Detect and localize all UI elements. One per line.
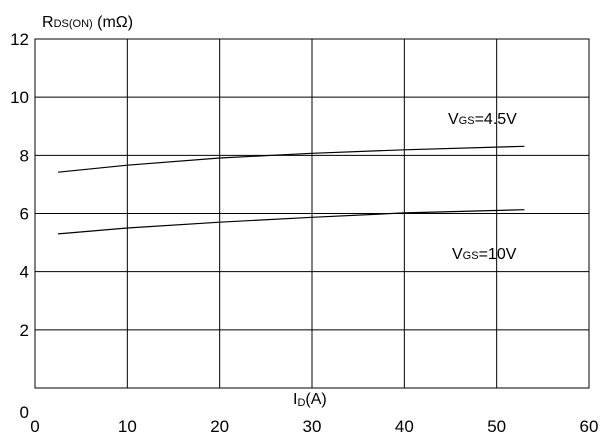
x-tick-label: 60: [580, 417, 599, 436]
series-line-1: [58, 209, 525, 235]
x-tick-label: 40: [395, 417, 414, 436]
series-label-vgs-10v: VGS=10V: [452, 246, 517, 263]
y-axis-label: RDS(ON) (mΩ): [42, 14, 133, 31]
x-tick-label: 0: [30, 417, 39, 436]
series-line-0: [58, 145, 525, 173]
series-label-vgs-4-5v: VGS=4.5V: [448, 111, 517, 128]
y-tick-label: 0: [20, 403, 29, 422]
plot-frame: [34, 38, 590, 389]
x-tick-label: 50: [487, 417, 506, 436]
y-tick-label: 12: [10, 30, 29, 49]
y-tick-label: 8: [20, 146, 29, 165]
x-tick-label: 30: [303, 417, 322, 436]
y-tick-label: 2: [20, 321, 29, 340]
x-axis-label: ID(A): [293, 391, 327, 409]
x-tick-label: 20: [210, 417, 229, 436]
y-tick-label: 10: [10, 88, 29, 107]
grid-lines: [35, 39, 589, 388]
x-tick-label: 10: [118, 417, 137, 436]
tick-labels: 0 10 20 30 40 50 60 0 2 4 6 8 10 12: [10, 30, 598, 436]
y-tick-label: 4: [20, 263, 29, 282]
y-tick-label: 6: [20, 205, 29, 224]
series-lines: [58, 145, 525, 235]
